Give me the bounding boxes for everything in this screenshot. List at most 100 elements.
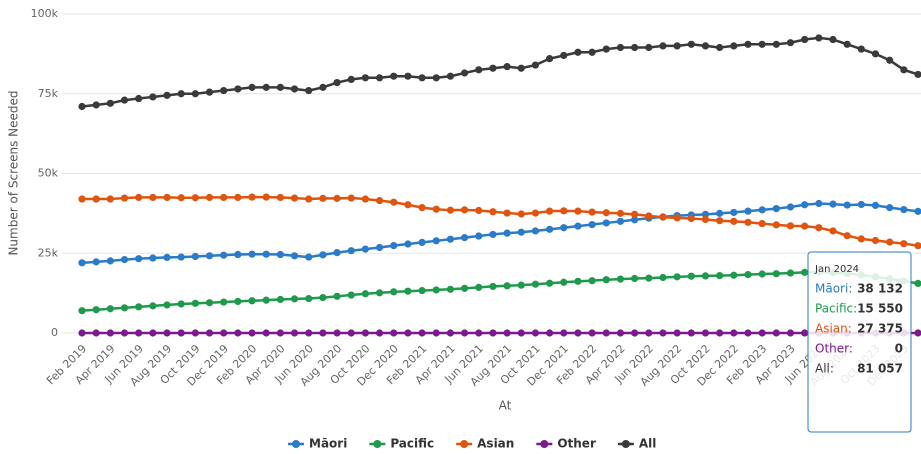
point: [248, 83, 256, 91]
point: [361, 74, 369, 82]
point: [503, 282, 511, 290]
point: [744, 329, 752, 337]
point: [106, 305, 114, 313]
point: [560, 51, 568, 60]
y-tick-label: 75k: [38, 87, 59, 100]
point: [78, 102, 86, 111]
point: [149, 93, 157, 101]
point: [347, 247, 355, 255]
point: [545, 225, 554, 233]
point: [234, 297, 242, 306]
point: [772, 40, 780, 48]
point: [177, 329, 185, 337]
point: [191, 194, 199, 202]
point: [730, 271, 738, 279]
point: [361, 195, 369, 203]
legend-symbol: [460, 440, 469, 448]
point: [843, 201, 851, 209]
point: [475, 206, 483, 215]
point: [319, 194, 327, 202]
point: [446, 72, 455, 80]
point: [220, 251, 228, 259]
point: [489, 64, 497, 72]
point: [418, 74, 426, 82]
point: [786, 222, 795, 230]
point: [730, 42, 738, 50]
point: [631, 329, 639, 337]
tooltip-label: Other:: [815, 342, 853, 356]
point: [120, 194, 129, 202]
point: [347, 75, 355, 83]
point: [106, 99, 114, 107]
point: [106, 195, 114, 203]
point: [758, 329, 766, 337]
point: [730, 208, 738, 217]
point: [92, 258, 100, 266]
point: [475, 66, 483, 74]
point: [78, 329, 86, 337]
point: [78, 259, 86, 267]
point: [220, 329, 228, 337]
point: [786, 203, 795, 211]
tooltip-label: Asian:: [815, 322, 852, 336]
tooltip-value: 0: [895, 342, 903, 356]
point: [390, 198, 398, 206]
point: [191, 329, 199, 337]
point: [248, 329, 256, 337]
point: [276, 193, 284, 202]
point: [758, 270, 766, 278]
point: [801, 222, 809, 230]
point: [234, 250, 242, 259]
point: [843, 40, 851, 48]
point: [418, 204, 426, 212]
point: [361, 290, 369, 298]
point: [886, 56, 894, 64]
point: [730, 329, 738, 337]
point: [106, 257, 114, 265]
point: [262, 329, 270, 337]
point: [475, 232, 483, 240]
point: [631, 216, 639, 224]
point: [786, 269, 795, 277]
point: [659, 42, 667, 50]
point: [857, 200, 865, 209]
point: [305, 329, 313, 337]
point: [517, 228, 525, 236]
point: [531, 61, 540, 69]
point: [460, 234, 469, 242]
point: [305, 253, 313, 261]
point: [602, 209, 610, 217]
legend-symbol: [373, 440, 382, 448]
point: [375, 197, 384, 205]
point: [347, 194, 355, 202]
tooltip-label: Pacific:: [815, 302, 857, 316]
point: [801, 35, 809, 44]
point: [545, 55, 554, 63]
point: [517, 64, 525, 72]
tooltip-value: 38 132: [857, 282, 903, 296]
point: [588, 48, 596, 56]
point: [673, 329, 681, 337]
legend-label: Māori: [309, 437, 347, 451]
point: [163, 253, 171, 261]
point: [432, 74, 440, 82]
point: [120, 329, 129, 337]
point: [135, 255, 143, 263]
point: [404, 72, 412, 80]
point: [645, 43, 653, 52]
point: [871, 201, 880, 209]
point: [135, 193, 143, 202]
point: [645, 212, 653, 220]
legend-label: Other: [557, 437, 596, 451]
point: [432, 205, 440, 213]
point: [914, 70, 921, 79]
point: [701, 272, 710, 280]
tooltip-label: Māori:: [815, 282, 852, 296]
point: [120, 304, 129, 312]
point: [333, 194, 341, 202]
point: [574, 329, 582, 337]
point: [716, 43, 724, 52]
point: [262, 83, 270, 91]
x-axis-label: At: [499, 399, 512, 413]
